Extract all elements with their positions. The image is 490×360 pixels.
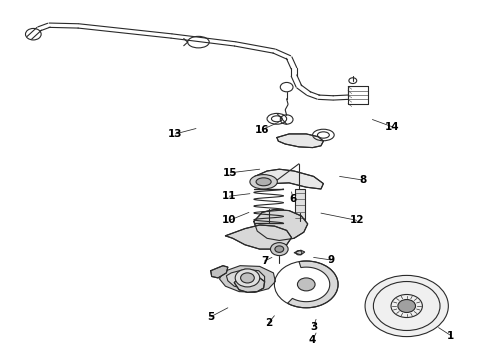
Polygon shape	[225, 225, 292, 249]
Text: 10: 10	[222, 215, 237, 225]
Polygon shape	[295, 189, 305, 221]
Circle shape	[365, 275, 448, 337]
Text: 13: 13	[168, 129, 183, 139]
Ellipse shape	[250, 175, 277, 189]
Text: 14: 14	[385, 122, 399, 132]
Polygon shape	[211, 266, 228, 278]
Text: 15: 15	[223, 168, 238, 178]
Circle shape	[235, 269, 260, 287]
Text: 16: 16	[255, 125, 270, 135]
Text: 3: 3	[310, 321, 317, 332]
Circle shape	[398, 300, 416, 312]
Polygon shape	[294, 250, 305, 255]
Text: 1: 1	[447, 330, 454, 341]
Polygon shape	[234, 275, 265, 292]
Circle shape	[270, 243, 288, 256]
Text: 12: 12	[349, 215, 364, 225]
Circle shape	[241, 273, 254, 283]
Text: 8: 8	[359, 175, 366, 185]
Text: 6: 6	[290, 194, 296, 204]
Polygon shape	[226, 269, 265, 289]
Text: 2: 2	[265, 318, 272, 328]
Polygon shape	[252, 169, 323, 189]
Ellipse shape	[256, 178, 271, 186]
Polygon shape	[254, 210, 308, 240]
Polygon shape	[220, 266, 275, 292]
Polygon shape	[288, 261, 338, 308]
Text: 4: 4	[309, 335, 317, 345]
Circle shape	[297, 278, 315, 291]
Polygon shape	[277, 134, 323, 148]
Text: 7: 7	[261, 256, 269, 266]
Circle shape	[275, 246, 284, 252]
Text: 9: 9	[327, 255, 334, 265]
Text: 11: 11	[222, 191, 237, 201]
Text: 5: 5	[207, 312, 214, 322]
